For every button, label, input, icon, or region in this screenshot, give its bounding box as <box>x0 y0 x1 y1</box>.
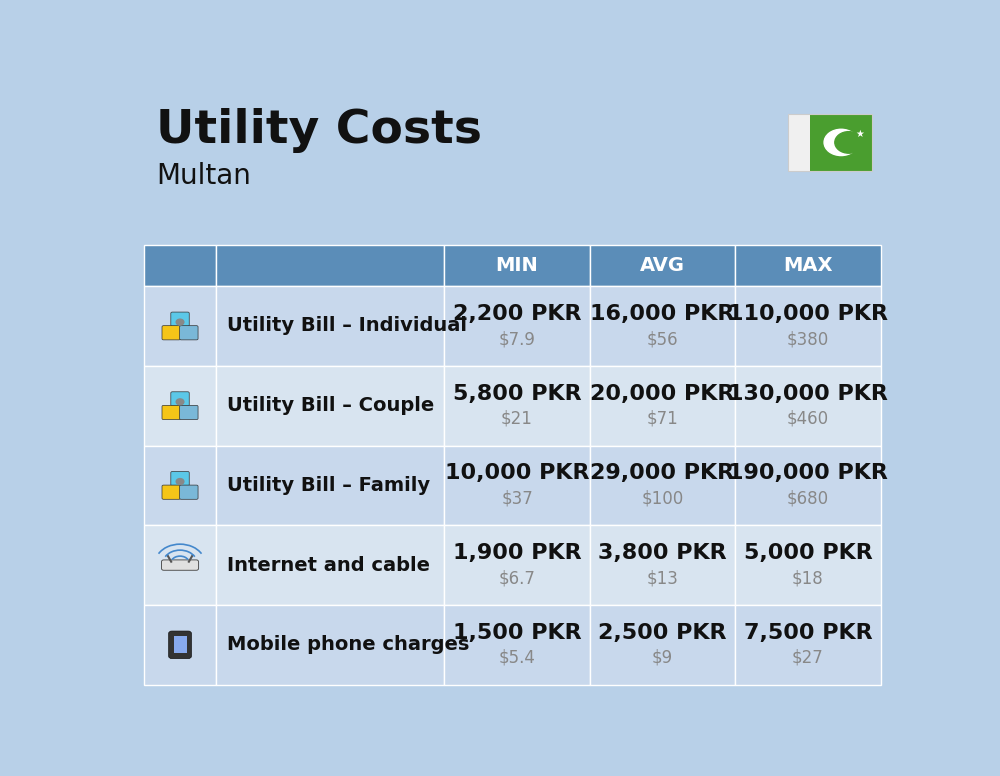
Text: 2,500 PKR: 2,500 PKR <box>598 623 727 643</box>
FancyBboxPatch shape <box>590 245 735 286</box>
FancyBboxPatch shape <box>144 605 216 684</box>
Text: Utility Bill – Individual: Utility Bill – Individual <box>227 317 467 335</box>
FancyBboxPatch shape <box>171 392 189 406</box>
Text: 110,000 PKR: 110,000 PKR <box>728 304 888 324</box>
Text: $37: $37 <box>501 490 533 508</box>
Text: MAX: MAX <box>783 256 833 275</box>
Text: $18: $18 <box>792 570 824 587</box>
Text: Utility Costs: Utility Costs <box>156 108 482 153</box>
Text: $71: $71 <box>647 410 678 428</box>
Text: $27: $27 <box>792 649 824 667</box>
Circle shape <box>835 132 863 153</box>
FancyBboxPatch shape <box>144 525 216 605</box>
Text: $56: $56 <box>647 330 678 348</box>
FancyBboxPatch shape <box>735 525 881 605</box>
FancyBboxPatch shape <box>144 365 216 445</box>
FancyBboxPatch shape <box>180 485 198 499</box>
Text: 16,000 PKR: 16,000 PKR <box>590 304 735 324</box>
Text: $5.4: $5.4 <box>499 649 535 667</box>
FancyBboxPatch shape <box>444 445 590 525</box>
FancyBboxPatch shape <box>735 445 881 525</box>
FancyBboxPatch shape <box>180 326 198 340</box>
Text: 1,900 PKR: 1,900 PKR <box>453 543 581 563</box>
Text: 5,800 PKR: 5,800 PKR <box>453 384 581 404</box>
FancyBboxPatch shape <box>590 525 735 605</box>
FancyBboxPatch shape <box>444 365 590 445</box>
FancyBboxPatch shape <box>216 525 444 605</box>
Text: 130,000 PKR: 130,000 PKR <box>728 384 888 404</box>
FancyBboxPatch shape <box>735 605 881 684</box>
Text: AVG: AVG <box>640 256 685 275</box>
FancyBboxPatch shape <box>735 245 881 286</box>
Text: 3,800 PKR: 3,800 PKR <box>598 543 727 563</box>
FancyBboxPatch shape <box>590 445 735 525</box>
Circle shape <box>176 319 184 325</box>
Text: Multan: Multan <box>156 162 251 190</box>
Text: 29,000 PKR: 29,000 PKR <box>590 463 735 483</box>
Text: Internet and cable: Internet and cable <box>227 556 430 574</box>
Text: 7,500 PKR: 7,500 PKR <box>744 623 872 643</box>
FancyBboxPatch shape <box>216 605 444 684</box>
FancyBboxPatch shape <box>180 405 198 420</box>
Text: Utility Bill – Couple: Utility Bill – Couple <box>227 397 435 415</box>
Text: $460: $460 <box>787 410 829 428</box>
Text: $100: $100 <box>641 490 684 508</box>
Text: MIN: MIN <box>496 256 538 275</box>
FancyBboxPatch shape <box>169 631 191 659</box>
FancyBboxPatch shape <box>216 245 444 286</box>
FancyBboxPatch shape <box>171 312 189 326</box>
FancyBboxPatch shape <box>144 245 216 286</box>
FancyBboxPatch shape <box>444 525 590 605</box>
FancyBboxPatch shape <box>174 636 187 653</box>
Text: ★: ★ <box>855 129 864 139</box>
Circle shape <box>176 479 184 484</box>
FancyBboxPatch shape <box>162 326 180 340</box>
FancyBboxPatch shape <box>162 485 180 499</box>
FancyBboxPatch shape <box>171 472 189 486</box>
Text: 2,200 PKR: 2,200 PKR <box>453 304 581 324</box>
Circle shape <box>176 399 184 405</box>
FancyBboxPatch shape <box>144 286 216 365</box>
Text: $380: $380 <box>787 330 829 348</box>
FancyBboxPatch shape <box>216 365 444 445</box>
FancyBboxPatch shape <box>144 445 216 525</box>
Text: $9: $9 <box>652 649 673 667</box>
FancyBboxPatch shape <box>590 365 735 445</box>
FancyBboxPatch shape <box>162 560 199 570</box>
FancyBboxPatch shape <box>216 445 444 525</box>
FancyBboxPatch shape <box>444 245 590 286</box>
Text: $21: $21 <box>501 410 533 428</box>
Text: 1,500 PKR: 1,500 PKR <box>453 623 581 643</box>
Text: $680: $680 <box>787 490 829 508</box>
Text: 5,000 PKR: 5,000 PKR <box>744 543 872 563</box>
Text: $6.7: $6.7 <box>499 570 535 587</box>
Circle shape <box>824 130 858 155</box>
FancyBboxPatch shape <box>735 286 881 365</box>
Text: $13: $13 <box>647 570 678 587</box>
Text: 20,000 PKR: 20,000 PKR <box>590 384 735 404</box>
FancyBboxPatch shape <box>810 114 872 171</box>
FancyBboxPatch shape <box>590 605 735 684</box>
Text: 190,000 PKR: 190,000 PKR <box>728 463 888 483</box>
Text: Mobile phone charges: Mobile phone charges <box>227 636 470 654</box>
FancyBboxPatch shape <box>444 286 590 365</box>
FancyBboxPatch shape <box>735 365 881 445</box>
FancyBboxPatch shape <box>788 114 810 171</box>
FancyBboxPatch shape <box>590 286 735 365</box>
FancyBboxPatch shape <box>444 605 590 684</box>
FancyBboxPatch shape <box>216 286 444 365</box>
Text: $7.9: $7.9 <box>499 330 535 348</box>
FancyBboxPatch shape <box>162 405 180 420</box>
Text: Utility Bill – Family: Utility Bill – Family <box>227 476 430 495</box>
Text: 10,000 PKR: 10,000 PKR <box>445 463 589 483</box>
